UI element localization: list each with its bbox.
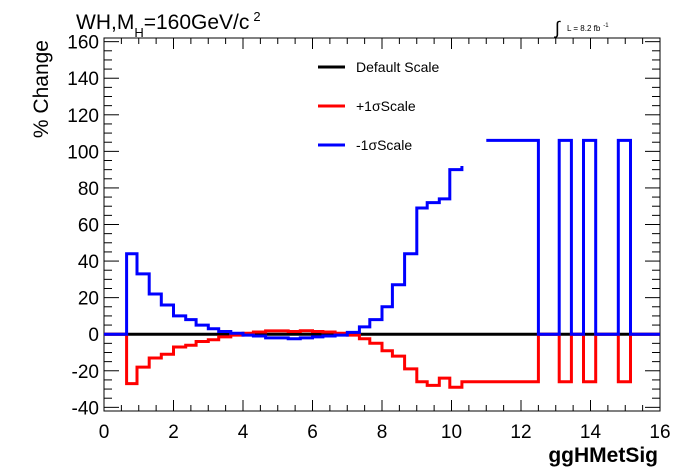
y-tick-label: -40 [72, 398, 99, 419]
y-tick-label: 0 [88, 325, 99, 346]
title-suffix: =160GeV/c [144, 11, 250, 34]
y-tick-label: 80 [78, 179, 99, 200]
y-tick-label: 40 [78, 252, 99, 273]
lumi-text: L = 8.2 fb [567, 24, 601, 33]
y-tick-label: 20 [78, 289, 99, 310]
title-subscript: H [134, 25, 143, 40]
legend-label: -1σScale [356, 137, 412, 153]
legend-label: Default Scale [356, 59, 439, 75]
lumi-label: L = 8.2 fb -1 [567, 23, 609, 33]
series-layer [104, 138, 660, 389]
x-tick-label: 4 [238, 422, 249, 443]
title-superscript: 2 [253, 9, 260, 24]
y-tick-label: 120 [67, 106, 99, 127]
x-tick-label: 6 [307, 422, 318, 443]
series-1-scale-line-right [486, 138, 660, 336]
plot-frame [103, 37, 661, 412]
y-tick-label: -20 [72, 362, 99, 383]
title-prefix: WH,M [76, 11, 134, 34]
x-tick-label: 0 [99, 422, 110, 443]
y-tick-label: 60 [78, 216, 99, 237]
series-1-scale-line [104, 166, 464, 341]
x-tick-label: 12 [510, 422, 531, 443]
x-tick-label: 10 [441, 422, 462, 443]
y-tick-label: 140 [67, 69, 99, 90]
x-tick-label: 8 [377, 422, 388, 443]
x-tick-label: 14 [580, 422, 602, 443]
y-tick-label: 160 [67, 33, 99, 54]
legend: Default Scale +1σScale -1σScale [318, 59, 439, 153]
y-axis-label: % Change [30, 40, 53, 138]
series-1-scale-line [104, 329, 660, 389]
chart-title: WH,MH=160GeV/c 2 [76, 9, 261, 40]
legend-label: +1σScale [356, 98, 416, 114]
x-axis-label: ggHMetSig [548, 444, 658, 467]
lumi-integral: ∫ [553, 18, 561, 38]
axes: 0 2 4 6 8 10 12 14 16 -40 -20 0 20 40 60 80 100 120 140 160 [67, 33, 670, 443]
x-tick-label: 16 [649, 422, 670, 443]
x-tick-label: 2 [168, 422, 179, 443]
lumi-superscript: -1 [603, 23, 609, 29]
y-tick-label: 100 [67, 142, 99, 163]
